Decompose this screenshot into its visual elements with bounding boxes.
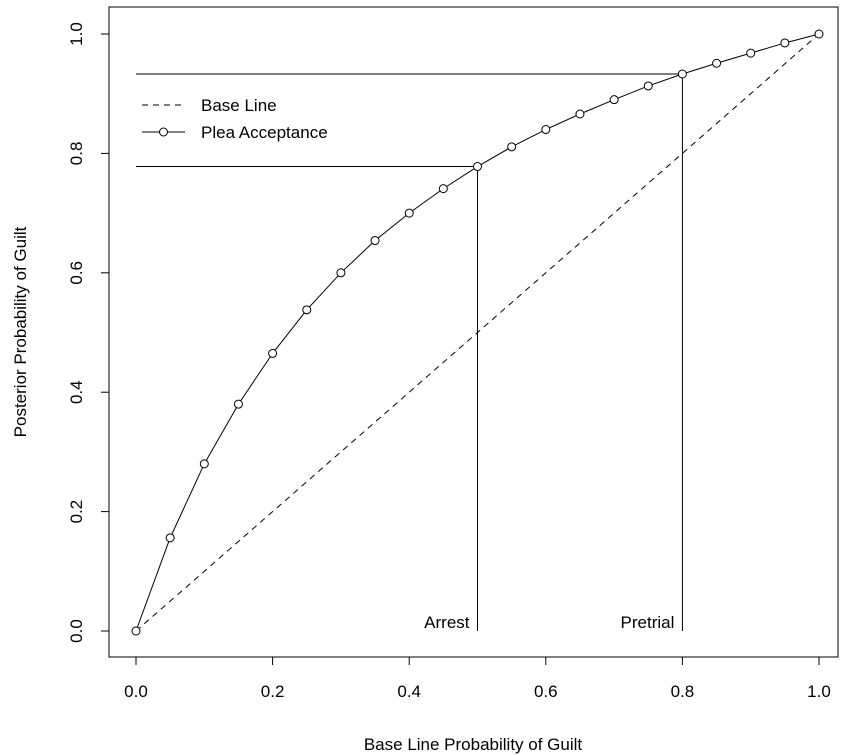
data-point-plea-acceptance (199, 459, 209, 469)
y-tick-label: 1.0 (67, 22, 86, 46)
data-point-plea-acceptance (165, 533, 175, 543)
y-axis-title: Posterior Probability of Guilt (11, 226, 30, 437)
y-tick-label: 0.4 (67, 380, 86, 404)
data-point-plea-acceptance (814, 29, 824, 39)
data-point-plea-acceptance (370, 236, 380, 246)
x-tick-label: 0.8 (671, 682, 695, 701)
x-tick-label: 0.0 (124, 682, 148, 701)
series-line-base-line (135, 33, 820, 632)
data-point-plea-acceptance (438, 184, 448, 194)
legend-label-base-line: Base Line (201, 96, 277, 115)
data-point-plea-acceptance (473, 162, 482, 172)
data-point-plea-acceptance (643, 81, 653, 91)
data-point-plea-acceptance (404, 208, 414, 218)
x-tick-label: 0.4 (397, 682, 421, 701)
y-tick-label: 0.8 (67, 142, 86, 166)
plot-frame (108, 6, 839, 658)
data-point-plea-acceptance (575, 109, 585, 119)
data-point-plea-acceptance (609, 95, 619, 105)
y-axis: 0.0 0.2 0.4 0.6 0.8 1.0 (67, 22, 109, 643)
x-tick-label: 0.6 (534, 682, 558, 701)
data-point-plea-acceptance (233, 399, 243, 409)
annotation-guides (136, 73, 683, 631)
data-point-plea-acceptance (780, 38, 790, 48)
data-point-plea-acceptance (507, 142, 517, 152)
data-point-plea-acceptance (677, 69, 687, 79)
series-layer (131, 29, 824, 636)
data-point-plea-acceptance (131, 626, 141, 636)
data-point-plea-acceptance (746, 48, 756, 58)
x-tick-label: 0.2 (261, 682, 285, 701)
legend: Base Line Plea Acceptance (142, 96, 328, 142)
legend-marker-plea-acceptance (159, 127, 168, 137)
y-tick-label: 0.2 (67, 500, 86, 524)
y-tick-label: 0.6 (67, 261, 86, 285)
data-point-plea-acceptance (268, 348, 278, 358)
data-point-plea-acceptance (302, 305, 312, 315)
x-axis-title: Base Line Probability of Guilt (364, 735, 583, 754)
legend-label-plea-acceptance: Plea Acceptance (201, 123, 328, 142)
data-point-plea-acceptance (336, 268, 346, 278)
annotation-labels: Arrest Pretrial (424, 613, 674, 632)
x-tick-label: 1.0 (807, 682, 831, 701)
y-tick-label: 0.0 (67, 619, 86, 643)
annotation-label-arrest: Arrest (424, 613, 470, 632)
x-axis: 0.0 0.2 0.4 0.6 0.8 1.0 (124, 657, 831, 701)
annotation-label-pretrial: Pretrial (621, 613, 675, 632)
data-point-plea-acceptance (541, 125, 551, 135)
data-point-plea-acceptance (712, 58, 722, 68)
